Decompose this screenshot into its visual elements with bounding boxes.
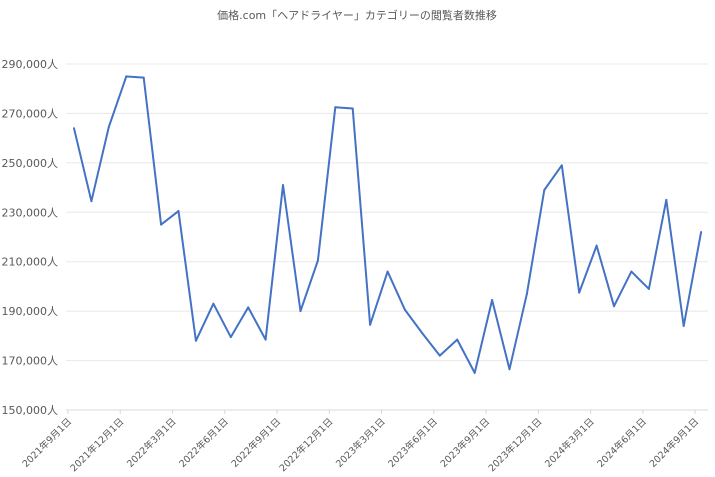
y-tick-label: 210,000人	[2, 256, 59, 269]
x-tick-label: 2024年3月1日	[542, 416, 596, 470]
data-point	[438, 354, 441, 357]
data-point	[90, 200, 93, 203]
data-point	[386, 270, 389, 273]
data-point	[247, 306, 250, 309]
chart-title: 価格.com「ヘアドライヤー」カテゴリーの閲覧者数推移	[217, 8, 497, 22]
data-point	[595, 244, 598, 247]
data-point	[177, 210, 180, 213]
y-tick-label: 230,000人	[2, 206, 59, 219]
data-point	[334, 106, 337, 109]
x-tick-label: 2023年9月1日	[438, 416, 492, 470]
data-point	[264, 338, 267, 341]
data-point	[229, 336, 232, 339]
y-tick-label: 250,000人	[2, 157, 59, 170]
data-point	[647, 287, 650, 290]
y-tick-label: 290,000人	[2, 58, 59, 71]
data-point	[630, 270, 633, 273]
y-tick-label: 270,000人	[2, 107, 59, 120]
data-point	[456, 338, 459, 341]
data-point	[578, 291, 581, 294]
x-tick-label: 2022年12月1日	[277, 416, 336, 475]
data-point	[613, 305, 616, 308]
x-tick-label: 2022年6月1日	[177, 416, 231, 470]
data-point	[421, 332, 424, 335]
x-tick-label: 2022年9月1日	[229, 416, 283, 470]
x-tick-label: 2021年12月1日	[68, 416, 127, 475]
data-point	[107, 126, 110, 129]
series-line	[73, 75, 703, 374]
data-point	[160, 223, 163, 226]
x-tick-label: 2022年3月1日	[124, 416, 178, 470]
data-point	[299, 310, 302, 313]
data-point	[491, 299, 494, 302]
x-tick-label: 2023年3月1日	[333, 416, 387, 470]
data-point	[403, 308, 406, 311]
y-tick-label: 170,000人	[2, 355, 59, 368]
data-point	[73, 127, 75, 130]
data-point	[560, 164, 563, 167]
data-point	[473, 371, 476, 374]
data-point	[508, 368, 511, 371]
x-tick-label: 2023年12月1日	[486, 416, 545, 475]
data-point	[316, 259, 319, 262]
data-point	[194, 339, 197, 342]
data-point	[125, 75, 128, 78]
y-tick-label: 190,000人	[2, 305, 59, 318]
data-point	[142, 76, 145, 79]
data-point	[282, 184, 285, 187]
data-point	[665, 198, 668, 201]
data-point	[543, 189, 546, 192]
y-tick-label: 150,000人	[2, 404, 59, 417]
data-point	[682, 324, 685, 327]
data-point	[700, 231, 703, 234]
data-point	[351, 107, 354, 110]
data-point	[212, 302, 215, 305]
data-point	[369, 323, 372, 326]
x-tick-label: 2023年6月1日	[386, 416, 440, 470]
x-tick-label: 2021年9月1日	[20, 416, 74, 470]
x-tick-label: 2024年6月1日	[595, 416, 649, 470]
x-tick-label: 2024年9月1日	[647, 416, 701, 470]
data-point	[525, 292, 528, 295]
